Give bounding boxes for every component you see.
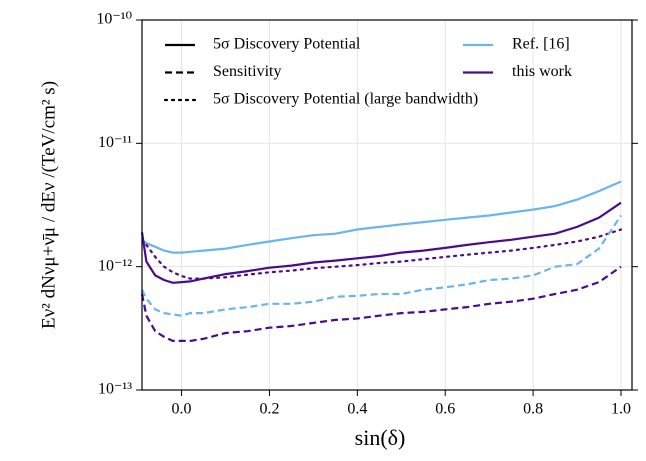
x-axis-label: sin(δ) <box>355 425 406 450</box>
y-tick-label: 10⁻¹¹ <box>98 134 132 151</box>
x-tick-label: 0.8 <box>523 401 543 418</box>
y-tick-label: 10⁻¹² <box>98 257 132 274</box>
legend-label: 5σ Discovery Potential (large bandwidth) <box>213 91 478 108</box>
x-tick-label: 0.4 <box>347 401 367 418</box>
x-tick-label: 0.6 <box>435 401 455 418</box>
series-line <box>140 201 622 284</box>
series-line <box>140 265 622 342</box>
x-tick-label: 0.0 <box>172 401 192 418</box>
series-line <box>145 228 623 280</box>
plot-frame <box>141 19 633 391</box>
legend-label: this work <box>512 63 572 80</box>
y-tick-label: 10⁻¹³ <box>98 381 132 398</box>
x-tick-label: 0.2 <box>259 401 279 418</box>
series-line <box>141 180 622 254</box>
legend-label: 5σ Discovery Potential <box>213 36 361 53</box>
legend-label: Ref. [16] <box>512 36 570 53</box>
y-tick-label: 10⁻¹⁰ <box>96 11 132 28</box>
y-axis-label: Eν² dNνμ+ν̄μ / dEν /(TeV/cm² s) <box>38 81 59 329</box>
legend-label: Sensitivity <box>213 63 281 80</box>
x-tick-label: 1.0 <box>611 401 631 418</box>
series-line <box>141 214 622 317</box>
